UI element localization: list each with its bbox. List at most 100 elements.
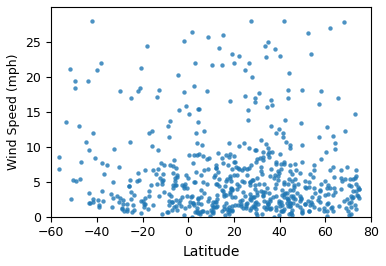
Point [252,204,258,209]
Point [308,200,314,204]
Point [158,211,164,216]
Point [272,186,278,190]
Point [277,152,283,156]
Point [287,163,293,168]
Point [213,163,219,167]
Point [287,169,293,174]
Point [247,195,254,199]
Point [232,195,238,200]
Point [331,185,337,190]
Point [193,170,199,174]
Point [273,182,279,186]
Point [279,188,285,192]
Point [251,205,257,209]
Point [261,43,267,48]
Point [232,160,239,164]
Point [124,207,130,211]
Point [201,129,207,133]
Point [317,188,323,192]
Point [213,166,220,171]
Point [56,154,62,159]
Point [284,182,291,186]
Point [167,163,173,167]
Point [117,89,124,93]
Point [119,206,125,210]
Point [169,208,176,212]
Point [228,186,234,191]
Point [286,177,292,181]
Point [220,161,226,165]
Point [159,181,165,186]
Point [228,186,234,190]
Point [244,173,250,177]
Point [275,168,281,173]
Point [318,89,324,93]
Point [222,213,228,217]
Point [221,192,227,196]
Point [235,203,241,207]
Point [234,181,240,186]
Point [250,204,256,209]
Point [265,202,271,206]
Point [138,66,144,70]
Point [206,196,212,200]
Point [341,19,347,24]
Point [109,205,115,209]
Point [148,183,154,188]
Point [332,147,338,151]
Point [253,148,259,152]
Point [144,44,150,48]
Point [194,209,200,213]
Point [309,202,315,206]
Point [174,173,180,177]
Point [327,186,333,190]
Point [203,88,210,93]
Point [165,210,171,215]
Point [210,209,216,213]
Point [353,207,359,211]
Point [341,199,347,203]
Point [191,153,197,157]
Point [269,150,275,154]
Point [279,209,285,213]
Point [210,200,216,204]
Point [154,182,160,186]
Point [192,180,198,184]
Point [194,206,200,210]
Point [330,165,336,169]
Point [237,202,244,206]
Point [311,163,317,167]
Point [240,206,246,211]
Point [247,180,253,184]
Point [110,196,116,200]
Point [254,176,260,180]
Point [316,102,322,106]
Point [226,208,232,212]
Point [322,193,328,197]
Point [324,214,330,218]
Point [182,182,188,186]
Point [281,180,287,184]
Point [195,197,201,201]
Point [135,171,142,175]
Point [325,183,331,187]
Point [299,211,305,215]
Point [161,190,167,194]
Point [229,208,235,212]
Point [281,160,287,164]
Point [302,179,308,183]
Point [306,203,313,207]
Point [268,123,274,128]
Point [181,89,188,94]
Point [309,195,315,199]
Point [170,164,176,168]
Point [249,74,255,79]
Point [290,196,296,201]
Point [252,99,258,104]
Point [227,179,234,184]
Point [316,206,322,211]
Point [270,194,276,199]
Point [342,129,348,133]
Point [323,209,330,213]
Point [259,150,266,154]
